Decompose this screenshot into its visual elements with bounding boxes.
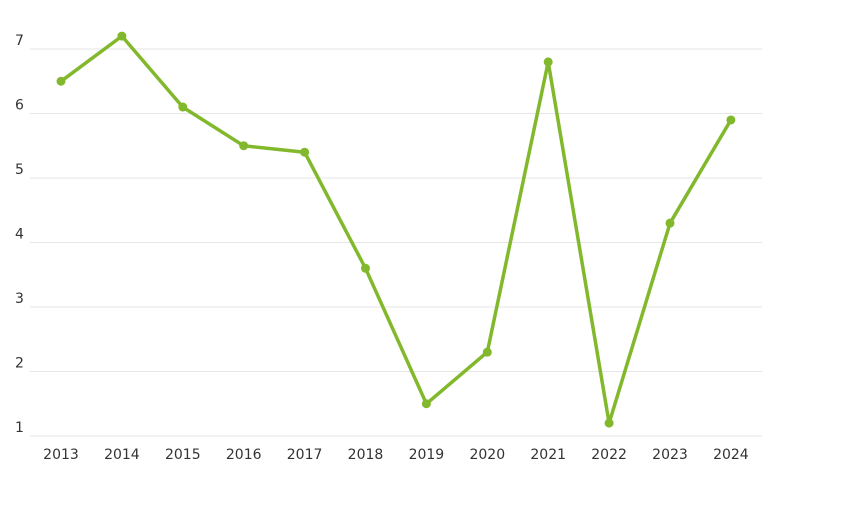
data-point-2016[interactable] bbox=[239, 141, 249, 151]
x-tick-label: 2015 bbox=[165, 447, 201, 463]
x-tick-label: 2021 bbox=[530, 447, 566, 463]
data-point-2015[interactable] bbox=[178, 102, 188, 112]
x-tick-label: 2023 bbox=[652, 447, 688, 463]
y-tick-label: 5 bbox=[15, 162, 24, 178]
data-point-2013[interactable] bbox=[56, 76, 66, 86]
y-tick-label: 2 bbox=[15, 356, 24, 372]
data-point-2014[interactable] bbox=[117, 31, 127, 41]
data-point-2024[interactable] bbox=[726, 115, 736, 125]
series-layer bbox=[56, 31, 736, 428]
y-axis-tick-labels: 1 2 3 4 5 6 7 bbox=[15, 33, 24, 436]
x-tick-label: 2024 bbox=[713, 447, 749, 463]
x-tick-label: 2020 bbox=[469, 447, 505, 463]
x-tick-label: 2019 bbox=[409, 447, 445, 463]
series-line bbox=[59, 34, 733, 425]
data-point-2018[interactable] bbox=[361, 263, 370, 273]
y-tick-label: 1 bbox=[15, 420, 24, 436]
x-tick-label: 2022 bbox=[591, 447, 627, 463]
data-point-2019[interactable] bbox=[421, 399, 431, 409]
data-point-2017[interactable] bbox=[300, 147, 310, 157]
x-tick-label: 2017 bbox=[287, 447, 323, 463]
y-tick-label: 3 bbox=[15, 291, 24, 307]
y-tick-label: 6 bbox=[15, 98, 24, 114]
x-axis-tick-labels: 2013 2014 2015 2016 2017 2018 2019 2020 2021 2022… bbox=[43, 447, 749, 463]
x-tick-label: 2013 bbox=[43, 447, 79, 463]
y-tick-label: 4 bbox=[15, 227, 24, 243]
data-point-2020[interactable] bbox=[482, 347, 492, 357]
grid-lines bbox=[30, 48, 762, 437]
data-point-2023[interactable] bbox=[665, 218, 675, 228]
x-tick-label: 2018 bbox=[348, 447, 384, 463]
x-tick-label: 2014 bbox=[104, 447, 140, 463]
data-point-2021[interactable] bbox=[543, 57, 553, 67]
data-point-2022[interactable] bbox=[604, 418, 614, 428]
y-tick-label: 7 bbox=[15, 33, 24, 49]
x-tick-label: 2016 bbox=[226, 447, 262, 463]
